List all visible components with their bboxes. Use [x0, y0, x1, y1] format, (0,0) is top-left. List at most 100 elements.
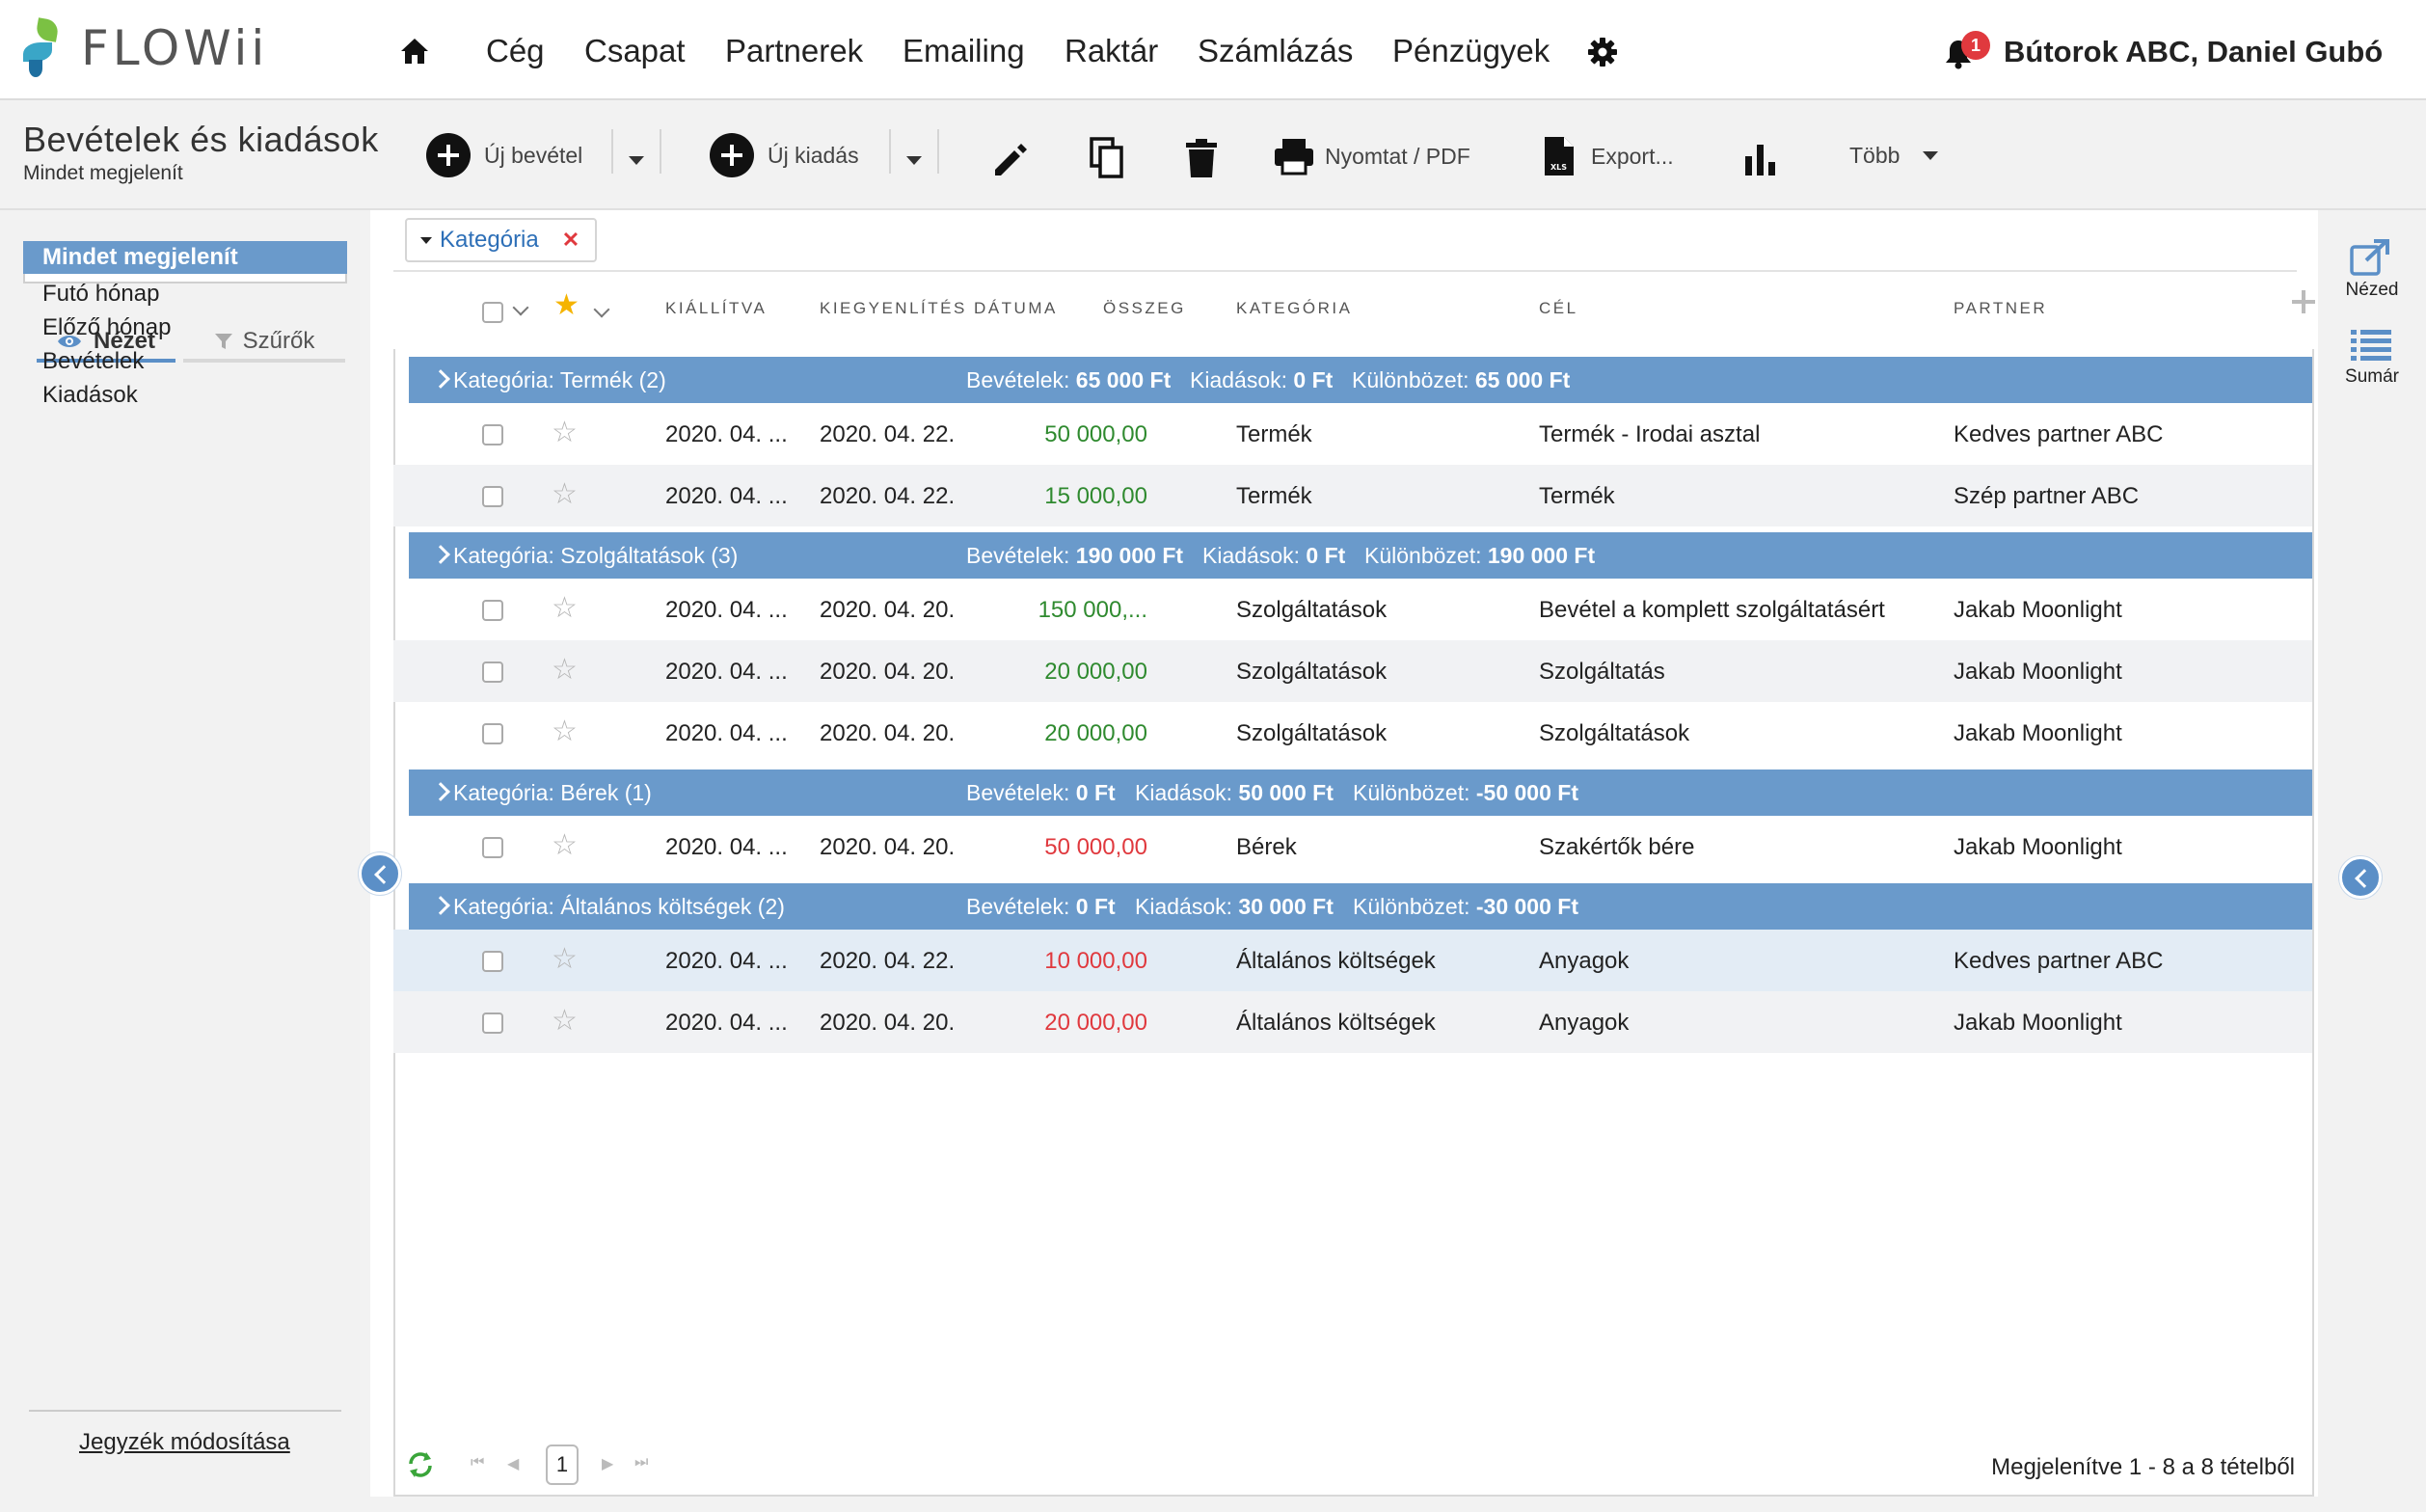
nav-csapat[interactable]: Csapat — [584, 33, 686, 68]
table-row[interactable]: ☆ 2020. 04. ... 2020. 04. 20. Általános köl… — [393, 991, 2312, 1053]
sidebar-item-all[interactable]: Mindet megjelenít — [23, 241, 347, 274]
favorite-star-icon[interactable]: ☆ — [552, 716, 578, 747]
first-page-icon[interactable]: ⏮ — [471, 1454, 485, 1471]
user-account-name[interactable]: Bútorok ABC, Daniel Gubó — [2004, 35, 2384, 68]
favorite-star-icon[interactable]: ☆ — [552, 829, 578, 861]
group-title: Kategória: Bérek (1) — [453, 780, 652, 805]
column-header-issued[interactable]: Kiállítva — [665, 299, 768, 317]
chip-label: Kategória — [440, 227, 539, 253]
sidebar-item-expenses[interactable]: Kiadások — [42, 382, 138, 408]
last-page-icon[interactable]: ⏭ — [634, 1454, 649, 1471]
row-checkbox[interactable] — [482, 600, 503, 621]
sidebar-item-current-month[interactable]: Futó hónap — [42, 281, 160, 307]
row-checkbox[interactable] — [482, 424, 503, 446]
new-expense-dropdown-icon[interactable] — [906, 156, 922, 165]
xls-file-icon: XLS — [1545, 137, 1574, 176]
add-circle-icon — [426, 133, 471, 177]
nav-emailing[interactable]: Emailing — [903, 33, 1025, 68]
row-checkbox[interactable] — [482, 486, 503, 507]
page-subtitle: Mindet megjelenít — [23, 162, 183, 184]
export-button[interactable]: XLS Export... — [1543, 135, 1674, 177]
prev-page-icon[interactable]: ◀ — [507, 1456, 520, 1472]
row-checkbox[interactable] — [482, 837, 503, 858]
favorite-star-icon[interactable]: ☆ — [552, 943, 578, 975]
page-number-field[interactable]: 1 — [546, 1444, 579, 1485]
export-label: Export... — [1591, 143, 1674, 169]
expand-chevron-icon[interactable] — [431, 782, 450, 801]
favorite-star-icon[interactable]: ☆ — [552, 592, 578, 624]
table-row[interactable]: ☆ 2020. 04. ... 2020. 04. 20. Szolgáltatáso… — [393, 702, 2312, 764]
nav-partnerek[interactable]: Partnerek — [725, 33, 864, 68]
nav-ceg[interactable]: Cég — [486, 33, 545, 68]
favorite-header-star-icon[interactable]: ★ — [553, 289, 580, 321]
tab-view[interactable]: Nézet — [37, 324, 175, 363]
sidebar-item-previous-month[interactable]: Előző hónap — [42, 314, 172, 340]
favorite-star-icon[interactable]: ☆ — [552, 1005, 578, 1037]
table-row[interactable]: ☆ 2020. 04. ... 2020. 04. 20. Szolgáltatáso… — [393, 579, 2312, 640]
edit-pencil-icon[interactable] — [991, 141, 1030, 179]
table-row[interactable]: ☆ 2020. 04. ... 2020. 04. 22. Általános köl… — [393, 930, 2312, 991]
table-row[interactable]: ☆ 2020. 04. ... 2020. 04. 20. Szolgáltatáso… — [393, 640, 2312, 702]
home-icon[interactable] — [399, 37, 430, 66]
favorite-menu-chevron-icon[interactable] — [593, 301, 610, 318]
favorite-star-icon[interactable]: ☆ — [552, 417, 578, 448]
view-label[interactable]: Nézed — [2345, 280, 2399, 300]
row-checkbox[interactable] — [482, 723, 503, 744]
print-pdf-button[interactable]: Nyomtat / PDF — [1273, 137, 1470, 176]
category-filter-chip[interactable]: Kategória ✕ — [405, 218, 598, 262]
refresh-icon[interactable] — [405, 1450, 436, 1479]
delete-trash-icon[interactable] — [1184, 137, 1219, 179]
column-header-amount[interactable]: Összeg — [1103, 299, 1186, 317]
cell-amount: 20 000,00 — [1044, 720, 1147, 746]
eye-icon — [57, 336, 81, 347]
column-header-purpose[interactable]: Cél — [1539, 299, 1578, 317]
edit-list-link[interactable]: Jegyzék módosítása — [79, 1429, 290, 1455]
row-checkbox[interactable] — [482, 951, 503, 972]
new-income-button[interactable]: Új bevétel — [426, 133, 582, 177]
cell-issued: 2020. 04. ... — [665, 597, 788, 623]
tab-filters[interactable]: Szűrők — [183, 324, 345, 363]
more-button[interactable]: Több — [1849, 143, 1939, 169]
new-expense-button[interactable]: Új kiadás — [710, 133, 859, 177]
expand-chevron-icon[interactable] — [431, 545, 450, 564]
favorite-star-icon[interactable]: ☆ — [552, 478, 578, 510]
open-external-icon[interactable] — [2349, 239, 2391, 278]
gear-icon[interactable] — [1587, 37, 1618, 68]
row-checkbox[interactable] — [482, 662, 503, 683]
table-row[interactable]: ☆ 2020. 04. ... 2020. 04. 20. Bérek Szakértő… — [393, 816, 2312, 878]
table-row[interactable]: ☆ 2020. 04. ... 2020. 04. 22. Termék Termék … — [393, 403, 2312, 465]
select-menu-chevron-icon[interactable] — [512, 299, 529, 316]
summary-label[interactable]: Sumár — [2345, 366, 2399, 387]
action-toolbar: Bevételek és kiadások Mindet megjelenít … — [0, 100, 2426, 210]
column-header-category[interactable]: Kategória — [1236, 299, 1353, 317]
bar-chart-icon[interactable] — [1743, 143, 1778, 176]
row-checkbox[interactable] — [482, 1012, 503, 1034]
summary-list-icon[interactable] — [2351, 328, 2391, 361]
new-income-dropdown-icon[interactable] — [629, 156, 644, 165]
nav-penzugyek[interactable]: Pénzügyek — [1392, 33, 1550, 68]
group-header-row[interactable]: Kategória: Termék (2) Bevételek: 65 000 F… — [409, 357, 2312, 403]
add-column-icon[interactable] — [2291, 289, 2316, 314]
expand-chevron-icon[interactable] — [431, 369, 450, 389]
copy-icon[interactable] — [1088, 137, 1126, 179]
select-all-checkbox[interactable] — [482, 302, 503, 323]
table-row[interactable]: ☆ 2020. 04. ... 2020. 04. 22. Termék Termék S… — [393, 465, 2312, 526]
pagination-bar: ⏮ ◀ 1 ▶ ⏭ Megjelenítve 1 - 8 a 8 tételbő… — [370, 1435, 2318, 1497]
nav-raktar[interactable]: Raktár — [1065, 33, 1159, 68]
group-header-row[interactable]: Kategória: Szolgáltatások (3) Bevételek: … — [409, 532, 2312, 579]
flowii-logo[interactable]: FLOWii — [23, 17, 268, 79]
new-income-label: Új bevétel — [484, 142, 583, 168]
chip-remove-icon[interactable]: ✕ — [561, 228, 580, 252]
sidebar-item-income[interactable]: Bevételek — [42, 348, 145, 374]
next-page-icon[interactable]: ▶ — [602, 1456, 614, 1472]
group-header-row[interactable]: Kategória: Általános költségek (2) Bevéte… — [409, 883, 2312, 930]
collapse-right-rail-button[interactable] — [2339, 856, 2382, 899]
cell-issued: 2020. 04. ... — [665, 720, 788, 746]
expand-chevron-icon[interactable] — [431, 896, 450, 915]
nav-szamlazas[interactable]: Számlázás — [1198, 33, 1354, 68]
column-header-settlement[interactable]: Kiegyenlítés dátuma — [820, 299, 1058, 317]
column-header-partner[interactable]: Partner — [1954, 299, 2048, 317]
group-header-row[interactable]: Kategória: Bérek (1) Bevételek: 0 Ft Kiadá… — [409, 770, 2312, 816]
collapse-sidebar-button[interactable] — [359, 852, 401, 895]
favorite-star-icon[interactable]: ☆ — [552, 654, 578, 686]
